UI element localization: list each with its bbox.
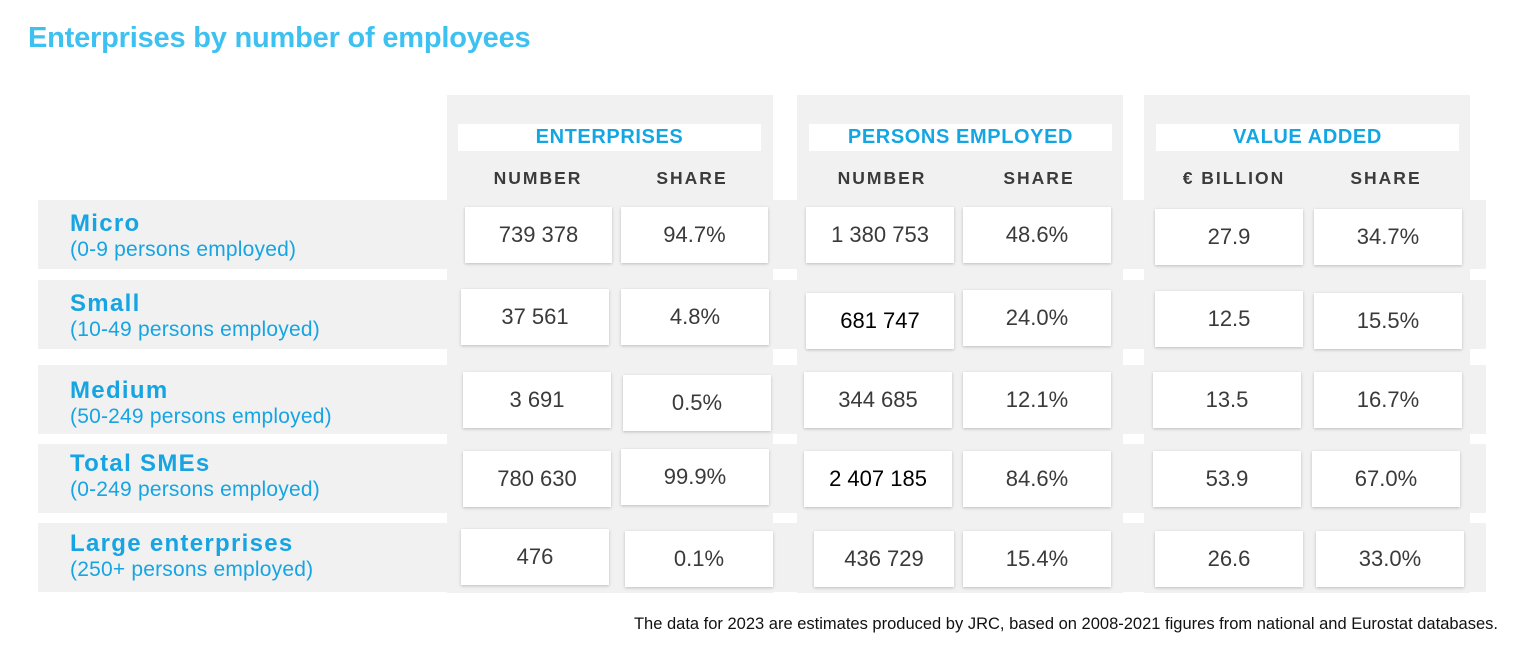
group-header-persons-employed: PERSONS EMPLOYED [809,124,1112,151]
column-header-persons-share: SHARE [1003,167,1075,188]
cell-micro-enterprises-share: 94.7% [621,207,768,263]
row-name: Small [70,290,141,317]
cell-medium-enterprises-share: 0.5% [623,375,771,431]
row-label-total-smes: Total SMEs (0-249 persons employed) [70,450,320,502]
cell-medium-persons-share: 12.1% [963,372,1111,428]
row-subtitle: (10-49 persons employed) [70,318,320,341]
column-header-persons-number: NUMBER [837,167,927,188]
row-label-micro: Micro (0-9 persons employed) [70,210,296,262]
cell-total-value-billion: 53.9 [1153,451,1301,507]
cell-large-persons-number: 436 729 [814,531,954,587]
row-name: Micro [70,210,141,237]
cell-medium-enterprises-number: 3 691 [463,372,611,428]
row-name: Medium [70,377,169,404]
cell-micro-value-share: 34.7% [1314,209,1462,265]
cell-micro-persons-share: 48.6% [963,207,1111,263]
group-header-enterprises: ENTERPRISES [458,124,761,151]
cell-medium-value-billion: 13.5 [1153,372,1301,428]
row-subtitle: (50-249 persons employed) [70,405,332,428]
row-subtitle: (0-9 persons employed) [70,238,297,261]
cell-large-enterprises-number: 476 [461,529,609,585]
page-title: Enterprises by number of employees [28,22,531,54]
column-header-enterprises-number: NUMBER [493,167,583,188]
row-label-medium: Medium (50-249 persons employed) [70,377,332,429]
cell-total-value-share: 67.0% [1312,451,1460,507]
row-label-large-enterprises: Large enterprises (250+ persons employed… [70,530,313,582]
footnote: The data for 2023 are estimates produced… [633,615,1498,633]
row-name: Total SMEs [70,450,211,477]
cell-small-persons-number: 681 747 [806,293,954,349]
cell-medium-persons-number: 344 685 [804,372,952,428]
row-subtitle: (250+ persons employed) [70,558,314,581]
cell-micro-persons-number: 1 380 753 [806,207,954,263]
cell-total-persons-number: 2 407 185 [804,451,952,507]
column-header-value-billion: € BILLION [1182,167,1286,188]
cell-total-persons-share: 84.6% [963,451,1111,507]
cell-small-value-billion: 12.5 [1155,291,1303,347]
row-name: Large enterprises [70,530,294,557]
column-header-enterprises-share: SHARE [656,167,728,188]
cell-large-value-billion: 26.6 [1155,531,1303,587]
cell-small-persons-share: 24.0% [963,290,1111,346]
cell-small-enterprises-share: 4.8% [621,289,769,345]
row-subtitle: (0-249 persons employed) [70,478,320,501]
column-header-value-share: SHARE [1350,167,1422,188]
cell-total-enterprises-number: 780 630 [463,451,611,507]
cell-large-value-share: 33.0% [1316,531,1464,587]
cell-small-enterprises-number: 37 561 [461,289,609,345]
cell-medium-value-share: 16.7% [1314,372,1462,428]
cell-total-enterprises-share: 99.9% [621,449,769,505]
cell-small-value-share: 15.5% [1314,293,1462,349]
cell-large-enterprises-share: 0.1% [625,531,773,587]
cell-large-persons-share: 15.4% [963,531,1111,587]
cell-micro-value-billion: 27.9 [1155,209,1303,265]
group-header-value-added: VALUE ADDED [1156,124,1459,151]
row-label-small: Small (10-49 persons employed) [70,290,320,342]
cell-micro-enterprises-number: 739 378 [465,207,612,263]
